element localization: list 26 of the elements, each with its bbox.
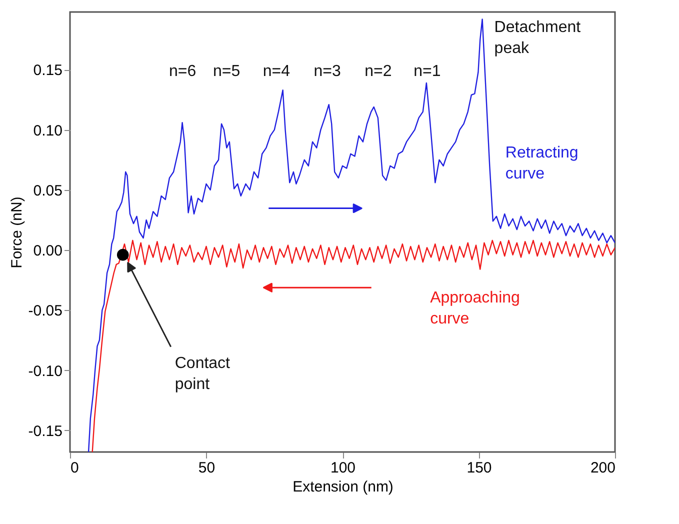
y-tick-label: 0.05 <box>33 182 62 200</box>
x-tick-label: 100 <box>330 460 356 476</box>
annotation: n=5 <box>212 62 240 80</box>
annotation: Contact point <box>174 354 231 393</box>
annotation: n=6 <box>168 62 196 80</box>
y-tick-label: 0.00 <box>33 242 62 260</box>
annotation: Detachment peak <box>494 19 582 58</box>
y-tick-label: 0.15 <box>33 62 62 80</box>
x-tick-label: 0 <box>70 460 79 476</box>
x-tick-label: 200 <box>590 460 616 476</box>
y-axis-title: Force (nN) <box>8 196 26 268</box>
series-label: Approaching curve <box>430 290 520 328</box>
y-tick-label: -0.15 <box>28 422 62 440</box>
annotation: n=3 <box>314 62 342 80</box>
annotation: n=4 <box>262 62 290 80</box>
series-label: Retracting curve <box>505 144 578 182</box>
y-tick-label: -0.05 <box>28 302 62 320</box>
line-series <box>92 240 615 452</box>
x-axis-title: Extension (nm) <box>292 478 394 496</box>
annotation: n=2 <box>364 62 392 80</box>
y-tick-label: 0.10 <box>33 122 62 140</box>
x-tick-label: 50 <box>198 460 216 476</box>
x-tick-label: 150 <box>466 460 492 476</box>
annotation: n=1 <box>414 62 441 80</box>
y-tick-label: -0.10 <box>28 362 62 380</box>
line-series <box>88 18 615 452</box>
